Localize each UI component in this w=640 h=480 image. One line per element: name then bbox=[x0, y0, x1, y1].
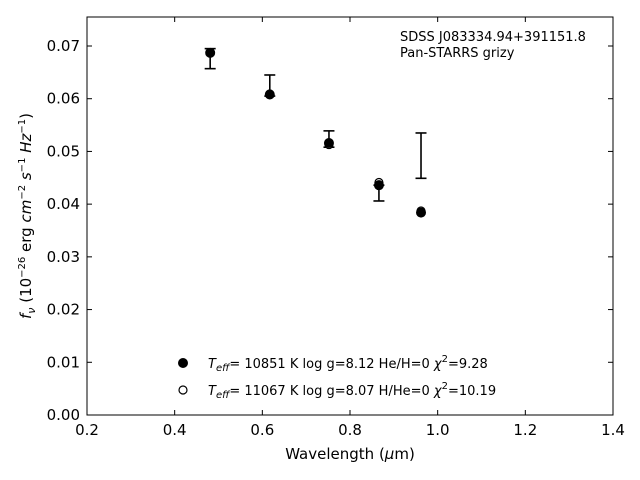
legend-label-2: Teff= 11067 K log g=8.07 H/He=0 χ2=10.19 bbox=[208, 381, 496, 401]
x-tick-label: 0.8 bbox=[338, 421, 362, 439]
annotation-survey: Pan-STARRS grizy bbox=[400, 46, 515, 61]
filled-circle-point bbox=[323, 137, 334, 148]
y-tick-label: 0.05 bbox=[47, 142, 80, 160]
y-tick-label: 0.03 bbox=[47, 248, 80, 266]
plot-frame bbox=[86, 16, 614, 416]
filled-circle-point bbox=[373, 180, 384, 191]
legend-marker-open bbox=[178, 385, 188, 395]
legend-label-1: Teff= 10851 K log g=8.12 He/H=0 χ2=9.28 bbox=[208, 354, 488, 374]
error-bars bbox=[204, 47, 427, 202]
axis-ticks: 0.2 0.4 0.6 0.8 1.0 1.2 1.4 0.00 0.01 0.02 0.03 0.0… bbox=[47, 17, 625, 439]
annotation-target-name: SDSS J083334.94+391151.8 bbox=[400, 30, 586, 45]
filled-circle-point bbox=[416, 207, 427, 218]
y-tick-label: 0.02 bbox=[47, 301, 80, 319]
y-tick-label: 0.00 bbox=[47, 406, 80, 424]
data-markers bbox=[205, 47, 427, 218]
y-axis-title: fν (10−26 erg cm−2 s−1 Hz−1) bbox=[17, 113, 38, 319]
legend-marker-filled bbox=[178, 358, 188, 368]
x-axis-title: Wavelength (μm) bbox=[285, 445, 415, 463]
filled-circle-point bbox=[264, 89, 275, 100]
x-tick-label: 1.4 bbox=[601, 421, 625, 439]
y-tick-label: 0.04 bbox=[47, 195, 80, 213]
x-tick-label: 0.2 bbox=[75, 421, 99, 439]
y-tick-label: 0.01 bbox=[47, 353, 80, 371]
legend: Teff= 10851 K log g=8.12 He/H=0 χ2=9.28 … bbox=[178, 354, 496, 401]
x-tick-label: 0.4 bbox=[163, 421, 187, 439]
x-tick-label: 1.0 bbox=[426, 421, 450, 439]
x-tick-label: 0.6 bbox=[250, 421, 274, 439]
y-tick-label: 0.07 bbox=[47, 37, 80, 55]
x-tick-label: 1.2 bbox=[513, 421, 537, 439]
y-tick-label: 0.06 bbox=[47, 90, 80, 108]
filled-circle-point bbox=[205, 47, 216, 58]
